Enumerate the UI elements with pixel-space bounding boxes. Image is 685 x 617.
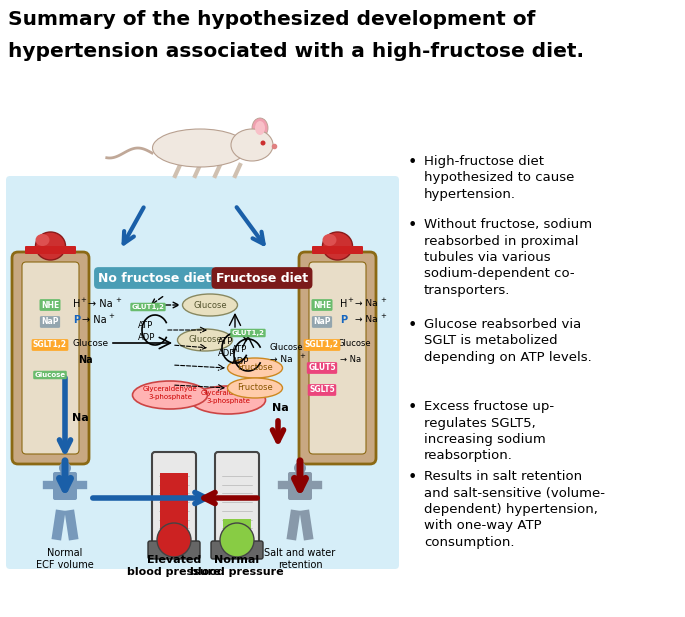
Text: hypertension associated with a high-fructose diet.: hypertension associated with a high-fruc… <box>8 42 584 61</box>
Ellipse shape <box>190 386 266 414</box>
Text: •: • <box>408 470 417 485</box>
Text: Glucose: Glucose <box>34 372 66 378</box>
Text: Fructose: Fructose <box>237 384 273 392</box>
Text: NHE: NHE <box>313 300 331 310</box>
FancyBboxPatch shape <box>211 541 263 559</box>
Text: SGLT1,2: SGLT1,2 <box>33 341 67 349</box>
Text: Glucose: Glucose <box>193 300 227 310</box>
FancyBboxPatch shape <box>6 176 399 569</box>
Ellipse shape <box>36 232 66 260</box>
FancyBboxPatch shape <box>53 472 77 500</box>
Text: +: + <box>380 297 386 303</box>
Text: ATP: ATP <box>138 321 153 331</box>
Text: Glucose: Glucose <box>338 339 372 347</box>
Text: Glucose: Glucose <box>73 339 109 347</box>
Ellipse shape <box>36 234 49 246</box>
Text: GLUT1,2: GLUT1,2 <box>232 330 264 336</box>
Text: Salt and water
retention: Salt and water retention <box>264 548 336 569</box>
Text: Glyceraldehyde
3-phosphate: Glyceraldehyde 3-phosphate <box>201 391 256 404</box>
Ellipse shape <box>227 358 282 378</box>
FancyBboxPatch shape <box>25 246 76 254</box>
Text: •: • <box>408 318 417 333</box>
Text: •: • <box>408 155 417 170</box>
Text: → Na: → Na <box>355 299 377 308</box>
Ellipse shape <box>323 232 353 260</box>
Text: Na: Na <box>72 413 89 423</box>
Ellipse shape <box>182 294 238 316</box>
Text: GLUT1,2: GLUT1,2 <box>132 304 164 310</box>
Text: Elevated
blood pressure: Elevated blood pressure <box>127 555 221 577</box>
Text: Na: Na <box>272 403 289 413</box>
Ellipse shape <box>323 234 336 246</box>
Text: → Na: → Na <box>88 299 112 309</box>
FancyBboxPatch shape <box>312 246 363 254</box>
Text: Fructose: Fructose <box>237 363 273 373</box>
Text: No fructose diet: No fructose diet <box>99 271 212 284</box>
FancyBboxPatch shape <box>152 452 196 548</box>
Text: +: + <box>80 297 86 303</box>
Ellipse shape <box>153 129 247 167</box>
Text: P: P <box>73 315 80 325</box>
Text: +: + <box>115 297 121 303</box>
Circle shape <box>220 523 254 557</box>
Text: → Na: → Na <box>355 315 377 325</box>
Ellipse shape <box>59 462 71 474</box>
Ellipse shape <box>132 381 208 409</box>
Text: Glucose reabsorbed via
SGLT is metabolized
depending on ATP levels.: Glucose reabsorbed via SGLT is metaboliz… <box>424 318 592 364</box>
Text: NaP: NaP <box>313 318 331 326</box>
Text: •: • <box>408 400 417 415</box>
Text: ADP: ADP <box>218 349 236 358</box>
Text: +: + <box>108 313 114 319</box>
FancyBboxPatch shape <box>12 252 89 464</box>
Text: Results in salt retention
and salt-sensitive (volume-
dependent) hypertension,
w: Results in salt retention and salt-sensi… <box>424 470 605 549</box>
Text: P: P <box>340 315 347 325</box>
Text: Glyceraldehyde
3-phosphate: Glyceraldehyde 3-phosphate <box>142 386 197 399</box>
Ellipse shape <box>177 329 232 351</box>
Text: → Na: → Na <box>340 355 361 365</box>
Ellipse shape <box>231 129 273 161</box>
Text: Summary of the hypothesized development of: Summary of the hypothesized development … <box>8 10 536 29</box>
Text: NHE: NHE <box>41 300 59 310</box>
FancyBboxPatch shape <box>148 541 200 559</box>
Ellipse shape <box>260 141 266 146</box>
FancyBboxPatch shape <box>215 452 259 548</box>
Text: NaP: NaP <box>41 318 59 326</box>
Text: Normal
ECF volume: Normal ECF volume <box>36 548 94 569</box>
Text: ADP: ADP <box>138 333 155 341</box>
Text: GLUT5: GLUT5 <box>308 363 336 373</box>
Text: SGLT5: SGLT5 <box>309 386 335 394</box>
FancyBboxPatch shape <box>288 472 312 500</box>
Text: → Na: → Na <box>82 315 107 325</box>
Text: Normal
blood pressure: Normal blood pressure <box>190 555 284 577</box>
Text: Glucose: Glucose <box>270 344 303 352</box>
Text: H: H <box>340 299 347 309</box>
Text: +: + <box>380 313 386 319</box>
Text: → Na: → Na <box>270 355 292 365</box>
Text: High-fructose diet
hypothesized to cause
hypertension.: High-fructose diet hypothesized to cause… <box>424 155 575 201</box>
Text: ATP: ATP <box>218 337 234 347</box>
FancyBboxPatch shape <box>223 519 251 538</box>
Text: Fructose diet: Fructose diet <box>216 271 308 284</box>
Ellipse shape <box>294 462 306 474</box>
FancyBboxPatch shape <box>22 262 79 454</box>
Ellipse shape <box>227 378 282 398</box>
FancyBboxPatch shape <box>299 252 376 464</box>
Text: +: + <box>299 353 305 359</box>
Text: ATP: ATP <box>232 346 247 355</box>
FancyBboxPatch shape <box>309 262 366 454</box>
Text: SGLT1,2: SGLT1,2 <box>305 341 339 349</box>
Text: Excess fructose up-
regulates SGLT5,
increasing sodium
reabsorption.: Excess fructose up- regulates SGLT5, inc… <box>424 400 554 463</box>
FancyBboxPatch shape <box>160 473 188 538</box>
Text: Glucose: Glucose <box>188 336 222 344</box>
Ellipse shape <box>252 118 268 138</box>
Text: ADP: ADP <box>232 357 249 366</box>
Text: +: + <box>347 297 353 303</box>
Circle shape <box>157 523 191 557</box>
Text: Na: Na <box>78 355 92 365</box>
Text: Without fructose, sodium
reabsorbed in proximal
tubules via various
sodium-depen: Without fructose, sodium reabsorbed in p… <box>424 218 592 297</box>
Text: •: • <box>408 218 417 233</box>
Ellipse shape <box>255 121 265 135</box>
Text: H: H <box>73 299 80 309</box>
